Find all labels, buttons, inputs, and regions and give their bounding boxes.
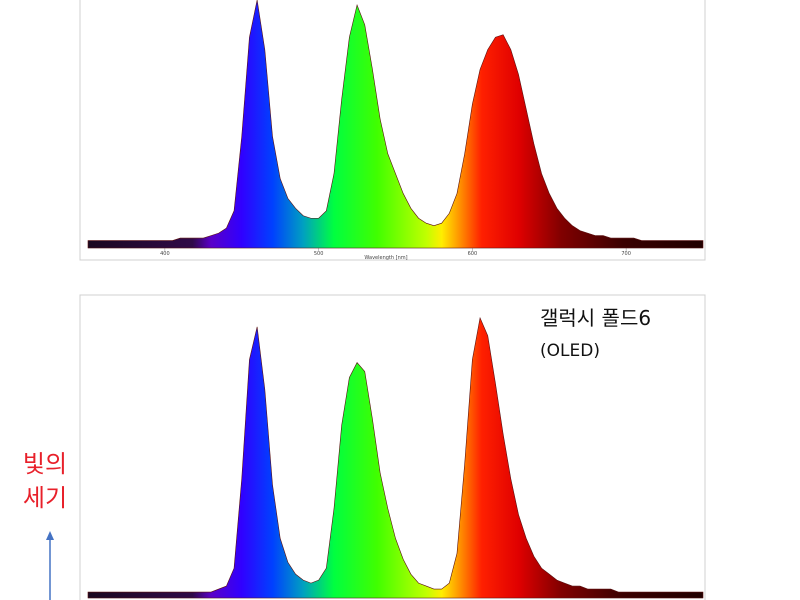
x-tick-label: 600 [468,251,478,257]
arrow-head [46,531,54,540]
spectrum-area [87,0,704,249]
spectrum-area [87,316,704,599]
chart-top: 400 500 600 700 [87,0,704,257]
chart-bottom [87,316,704,599]
x-tick-label: 500 [314,251,324,257]
annotation: 갤럭시 폴드6 [540,306,651,330]
x-tick-label: 400 [160,251,170,257]
x-axis-label: Wavelength [nm] [364,255,407,261]
y-axis-label: 빛의 [23,450,67,478]
x-tick-label: 700 [621,251,631,257]
y-axis-label: 세기 [23,484,67,512]
annotation: (OLED) [540,341,600,361]
